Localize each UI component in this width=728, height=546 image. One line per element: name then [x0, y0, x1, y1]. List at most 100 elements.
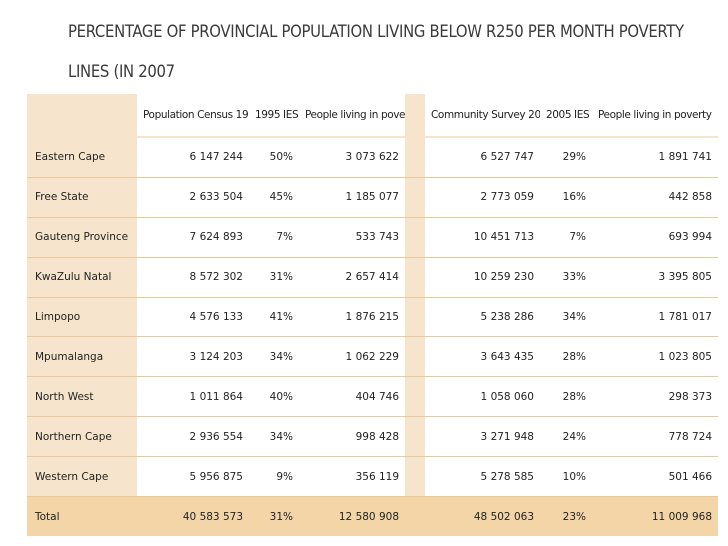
cell-ies-2005: 16%: [540, 177, 592, 218]
cell-ies-1995: 34%: [249, 416, 299, 458]
cell-ies-1995: 7%: [249, 217, 299, 258]
cell-census-1996: 4 576 133: [137, 297, 249, 338]
cell-poverty-1996: 356 119: [299, 456, 405, 498]
table-row: Gauteng Province 7 624 893 7% 533 743 10 451…: [27, 217, 718, 258]
cell-census-1996: 2 633 504: [137, 177, 249, 218]
cell-province: Free State: [27, 177, 137, 218]
cell-gap: [405, 336, 425, 378]
cell-community-survey-2007: 48 502 063: [425, 496, 540, 536]
cell-province: Limpopo: [27, 297, 137, 338]
cell-poverty-2007: 1 891 741: [592, 137, 718, 178]
cell-poverty-1996: 998 428: [299, 416, 405, 458]
table-row: North West 1 011 864 40% 404 746 1 058 060 28…: [27, 376, 718, 418]
header-ies-2005: 2005 IES: [540, 94, 592, 138]
cell-gap: [405, 217, 425, 258]
table-row: Limpopo 4 576 133 41% 1 876 215 5 238 286 34%…: [27, 297, 718, 338]
cell-census-1996: 3 124 203: [137, 336, 249, 378]
cell-community-survey-2007: 3 271 948: [425, 416, 540, 458]
cell-ies-1995: 31%: [249, 496, 299, 536]
cell-ies-1995: 31%: [249, 257, 299, 298]
cell-poverty-1996: 2 657 414: [299, 257, 405, 298]
cell-poverty-1996: 404 746: [299, 376, 405, 418]
cell-ies-2005: 24%: [540, 416, 592, 458]
cell-census-1996: 7 624 893: [137, 217, 249, 258]
cell-province: Gauteng Province: [27, 217, 137, 258]
cell-province: Total: [27, 496, 137, 536]
header-gap: [405, 94, 425, 138]
cell-gap: [405, 297, 425, 338]
cell-census-1996: 1 011 864: [137, 376, 249, 418]
table-row: KwaZulu Natal 8 572 302 31% 2 657 414 10 259…: [27, 257, 718, 298]
cell-ies-1995: 45%: [249, 177, 299, 218]
cell-community-survey-2007: 3 643 435: [425, 336, 540, 378]
cell-gap: [405, 456, 425, 498]
cell-gap: [405, 137, 425, 178]
cell-gap: [405, 416, 425, 458]
cell-ies-2005: 28%: [540, 336, 592, 378]
cell-ies-2005: 28%: [540, 376, 592, 418]
cell-ies-2005: 10%: [540, 456, 592, 498]
poverty-table: Population Census 1996 1995 IES People l…: [27, 94, 718, 536]
cell-census-1996: 8 572 302: [137, 257, 249, 298]
cell-poverty-2007: 1 781 017: [592, 297, 718, 338]
cell-census-1996: 6 147 244: [137, 137, 249, 178]
cell-community-survey-2007: 10 451 713: [425, 217, 540, 258]
header-poverty-2007: People living in poverty: [592, 94, 718, 138]
table-row: Western Cape 5 956 875 9% 356 119 5 278 585 1…: [27, 456, 718, 498]
cell-poverty-2007: 501 466: [592, 456, 718, 498]
cell-ies-2005: 34%: [540, 297, 592, 338]
cell-gap: [405, 376, 425, 418]
cell-poverty-1996: 3 073 622: [299, 137, 405, 178]
cell-ies-1995: 40%: [249, 376, 299, 418]
cell-community-survey-2007: 6 527 747: [425, 137, 540, 178]
header-province: [27, 94, 137, 138]
cell-community-survey-2007: 10 259 230: [425, 257, 540, 298]
cell-ies-1995: 34%: [249, 336, 299, 378]
cell-gap: [405, 257, 425, 298]
cell-census-1996: 40 583 573: [137, 496, 249, 536]
cell-census-1996: 2 936 554: [137, 416, 249, 458]
cell-poverty-1996: 1 062 229: [299, 336, 405, 378]
header-community-survey-2007: Community Survey 2007: [425, 94, 540, 138]
header-ies-1995: 1995 IES: [249, 94, 299, 138]
cell-province: Mpumalanga: [27, 336, 137, 378]
cell-community-survey-2007: 5 238 286: [425, 297, 540, 338]
cell-poverty-1996: 1 876 215: [299, 297, 405, 338]
table-row: Mpumalanga 3 124 203 34% 1 062 229 3 643 435…: [27, 336, 718, 378]
cell-gap: [405, 177, 425, 218]
table-total-row: Total 40 583 573 31% 12 580 908 48 502 063 23…: [27, 496, 718, 536]
poverty-table-container: Population Census 1996 1995 IES People l…: [27, 94, 718, 536]
cell-community-survey-2007: 1 058 060: [425, 376, 540, 418]
cell-ies-1995: 9%: [249, 456, 299, 498]
header-poverty-1996: People living in poverty: [299, 94, 405, 138]
cell-ies-2005: 7%: [540, 217, 592, 258]
table-row: Free State 2 633 504 45% 1 185 077 2 773 059…: [27, 177, 718, 218]
cell-ies-1995: 50%: [249, 137, 299, 178]
cell-census-1996: 5 956 875: [137, 456, 249, 498]
cell-poverty-2007: 778 724: [592, 416, 718, 458]
cell-ies-2005: 23%: [540, 496, 592, 536]
table-header-row: Population Census 1996 1995 IES People l…: [27, 94, 718, 138]
cell-community-survey-2007: 5 278 585: [425, 456, 540, 498]
cell-poverty-2007: 693 994: [592, 217, 718, 258]
title-line-1: PERCENTAGE OF PROVINCIAL POPULATION LIVI…: [68, 22, 684, 81]
cell-province: Eastern Cape: [27, 137, 137, 178]
cell-poverty-2007: 11 009 968: [592, 496, 718, 536]
cell-province: North West: [27, 376, 137, 418]
cell-poverty-2007: 1 023 805: [592, 336, 718, 378]
cell-poverty-2007: 298 373: [592, 376, 718, 418]
cell-poverty-2007: 3 395 805: [592, 257, 718, 298]
cell-poverty-2007: 442 858: [592, 177, 718, 218]
cell-province: Western Cape: [27, 456, 137, 498]
cell-poverty-1996: 12 580 908: [299, 496, 405, 536]
cell-ies-2005: 29%: [540, 137, 592, 178]
cell-poverty-1996: 1 185 077: [299, 177, 405, 218]
header-census-1996: Population Census 1996: [137, 94, 249, 138]
table-row: Eastern Cape 6 147 244 50% 3 073 622 6 527 7…: [27, 137, 718, 178]
table-row: Northern Cape 2 936 554 34% 998 428 3 271 94…: [27, 416, 718, 458]
cell-gap: [405, 496, 425, 536]
cell-province: KwaZulu Natal: [27, 257, 137, 298]
cell-ies-1995: 41%: [249, 297, 299, 338]
cell-province: Northern Cape: [27, 416, 137, 458]
cell-community-survey-2007: 2 773 059: [425, 177, 540, 218]
